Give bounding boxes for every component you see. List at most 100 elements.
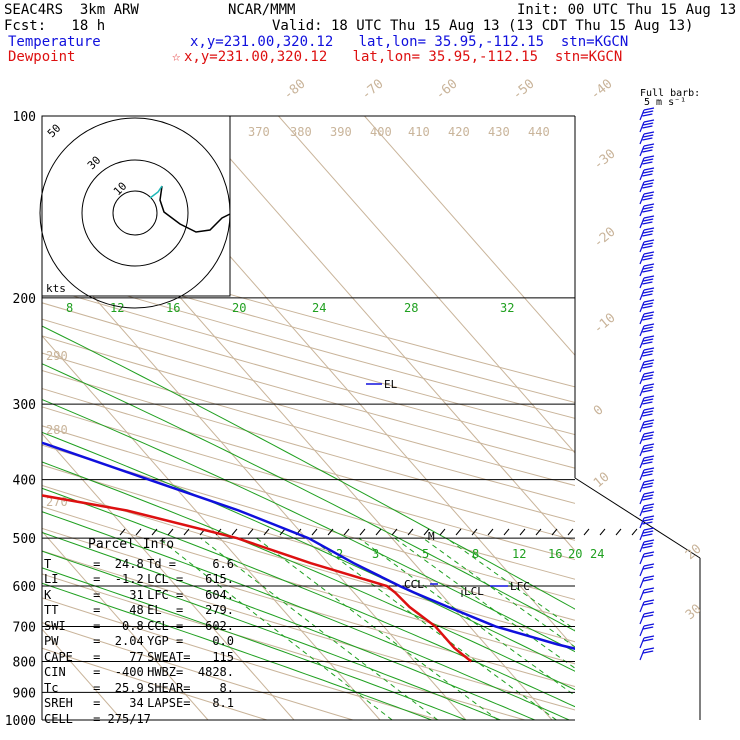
freezing-hatch: [119, 528, 126, 536]
barb-flag: [643, 410, 654, 414]
barb-staff: [639, 493, 645, 505]
moist-adiabat: [42, 567, 467, 720]
param-name: TT: [44, 603, 59, 617]
dry-adiabat: [42, 550, 575, 711]
barb-flag: [642, 425, 653, 429]
param-name-2: LCL =: [147, 572, 184, 586]
barb-flag: [642, 473, 653, 477]
isotherm-label: 0: [591, 403, 607, 420]
mixing-ratio-line: [358, 537, 575, 697]
dry-adiabat: [42, 484, 575, 643]
barb-flag: [643, 158, 654, 162]
parcel-info-row: CAPE = 77 SWEAT= 115: [44, 650, 234, 666]
freezing-hatch: [455, 528, 462, 536]
dry-adiabat: [42, 597, 440, 720]
barb-flag: [643, 539, 655, 543]
barb-flag: [643, 623, 655, 627]
lcl-label: LCL: [464, 585, 484, 598]
barb-flag: [643, 575, 655, 579]
param-name: Tc: [44, 680, 59, 695]
barb-flag: [643, 482, 654, 486]
mixing-ratio-label: 28: [404, 301, 418, 315]
freezing-hatch: [631, 528, 638, 536]
barb-flag: [642, 413, 653, 417]
pressure-tick-label: 200: [13, 292, 36, 307]
barb-staff: [639, 337, 645, 349]
dewpoint-location: x,y=231.00,320.12 lat,lon= 35.95,-112.15…: [184, 49, 623, 65]
model-name: SEAC4RS 3km ARW: [4, 2, 139, 18]
barb-staff: [639, 241, 645, 253]
barb-staff: [639, 289, 645, 301]
barb-flag: [642, 293, 653, 297]
barb-flag: [643, 455, 655, 459]
param-name: SWI: [44, 618, 66, 633]
barb-flag: [642, 317, 653, 321]
barb-staff: [639, 481, 645, 493]
pressure-tick-label: 700: [13, 620, 36, 635]
barb-staff: [639, 565, 645, 577]
freezing-hatch: [599, 528, 606, 536]
mixing-ratio-line: [394, 537, 575, 669]
barb-staff: [639, 229, 645, 241]
barb-flag: [643, 239, 655, 243]
barb-staff: [639, 181, 645, 193]
barb-flag: [643, 431, 655, 435]
hodograph-trace: [159, 185, 231, 233]
param-name-2: SWEAT=: [147, 649, 191, 664]
wind-barb: [639, 227, 655, 241]
dry-adiabat: [42, 352, 575, 504]
param-value-2: 115: [212, 649, 234, 664]
barb-staff: [639, 421, 645, 433]
barb-flag: [642, 209, 653, 213]
barb-flag: [643, 287, 655, 291]
param-value-2: 615.: [205, 572, 234, 586]
barb-flag: [642, 401, 653, 405]
isotherm-line: [42, 432, 295, 720]
barb-flag: [642, 545, 653, 549]
barb-flag: [643, 587, 655, 591]
dry-adiabat: [42, 302, 575, 452]
freezing-hatch: [423, 528, 430, 536]
wind-barb: [639, 623, 655, 637]
barb-flag: [643, 566, 654, 570]
barb-staff: [639, 157, 645, 169]
barb-flag: [643, 251, 655, 255]
barb-flag: [642, 269, 653, 273]
barb-flag: [643, 230, 654, 234]
barb-staff: [639, 277, 645, 289]
barb-flag: [643, 326, 654, 330]
freezing-hatch: [551, 528, 558, 536]
barb-flag: [643, 386, 654, 390]
barb-flag: [643, 323, 655, 327]
barb-flag: [643, 143, 655, 147]
barb-staff: [639, 349, 645, 361]
barb-flag: [643, 635, 655, 639]
wind-barb: [639, 275, 655, 289]
org-name: NCAR/MMM: [228, 2, 296, 18]
mixing-ratio-label: 5: [422, 547, 429, 561]
wind-barb: [639, 515, 655, 529]
isotherm-label: -10: [591, 310, 619, 337]
param-name: CELL: [44, 711, 73, 726]
barb-staff: [639, 373, 645, 385]
barb-flag: [643, 638, 654, 642]
moist-adiabat: [42, 325, 575, 610]
hodograph-trace-low: [149, 185, 163, 199]
barb-flag: [643, 407, 655, 411]
dry-adiabat: [42, 255, 575, 403]
param-value-2: 279.: [205, 603, 234, 617]
theta-label: 410: [408, 125, 430, 139]
mixing-ratio-label: 32: [500, 301, 514, 315]
isotherm-label: 10: [591, 470, 613, 492]
freezing-hatch: [439, 528, 446, 536]
barb-flag: [643, 107, 655, 111]
param-value: = -1.2: [93, 572, 144, 586]
param-value: = 25.9: [93, 680, 144, 695]
barb-flag: [643, 383, 655, 387]
barb-staff: [639, 505, 645, 517]
barb-flag: [642, 365, 653, 369]
barb-flag: [643, 551, 655, 555]
barb-staff: [639, 109, 645, 121]
barb-flag: [643, 227, 655, 231]
